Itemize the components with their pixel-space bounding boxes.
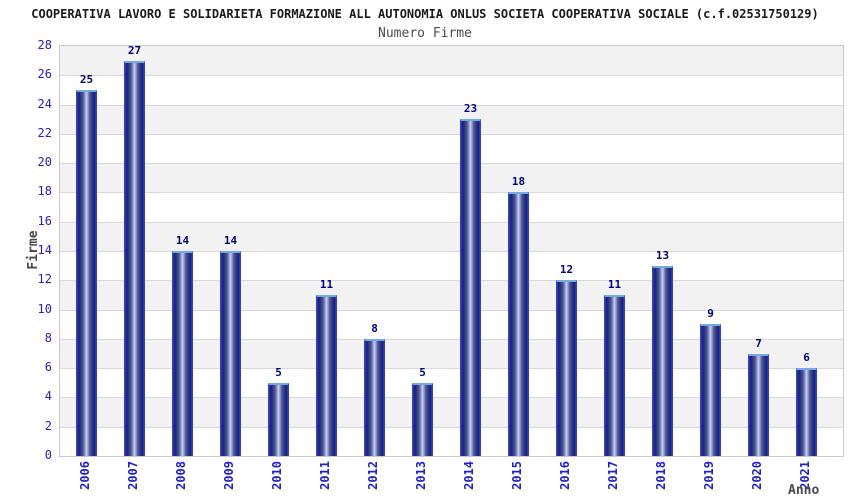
gridline bbox=[60, 368, 843, 370]
x-tick-label: 2006 bbox=[77, 461, 92, 490]
gridline bbox=[60, 251, 843, 252]
y-tick-label: 16 bbox=[37, 213, 52, 228]
bar-2007 bbox=[124, 60, 145, 456]
plot-band bbox=[60, 163, 843, 193]
bar-value-label: 14 bbox=[223, 234, 238, 247]
bar-2016 bbox=[556, 280, 577, 456]
bar-2015 bbox=[508, 192, 529, 456]
bar-value-label: 11 bbox=[607, 277, 622, 291]
x-tick-label: 2008 bbox=[173, 461, 188, 490]
y-tick-label: 6 bbox=[44, 360, 52, 375]
gridline bbox=[60, 104, 843, 106]
bar-value-label: 7 bbox=[755, 336, 762, 350]
bar-2011 bbox=[316, 294, 337, 456]
y-tick-label: 14 bbox=[37, 243, 52, 257]
y-tick-label: 8 bbox=[44, 330, 52, 345]
bar-2020 bbox=[748, 353, 769, 456]
gridline bbox=[60, 133, 843, 135]
plot-band bbox=[60, 221, 843, 251]
bar-2014 bbox=[460, 119, 481, 456]
y-tick-label: 22 bbox=[37, 125, 52, 140]
x-tick-label: 2014 bbox=[461, 461, 476, 490]
x-tick-label: 2018 bbox=[653, 461, 668, 490]
x-axis-ticks: 2006 2007 2008 2009 2010 2011 2012 2013 2014 2015… bbox=[59, 461, 842, 500]
bar-2009 bbox=[220, 251, 241, 456]
bar-value-label: 5 bbox=[275, 365, 282, 379]
x-tick-label: 2015 bbox=[509, 461, 524, 490]
y-axis-ticks: 0 2 4 6 8 10 12 14 16 18 20 22 24 26 28 bbox=[0, 38, 52, 462]
bar-2019 bbox=[700, 324, 721, 456]
bar-value-label: 11 bbox=[319, 277, 334, 291]
bar-2021 bbox=[796, 368, 817, 456]
bar-2013 bbox=[412, 382, 433, 456]
plot-band bbox=[60, 104, 843, 134]
gridline bbox=[60, 163, 843, 165]
gridline bbox=[60, 426, 843, 428]
y-tick-label: 0 bbox=[44, 448, 52, 462]
y-axis-title: Firme bbox=[26, 230, 42, 270]
y-tick-label: 24 bbox=[37, 96, 52, 111]
bar-value-label: 18 bbox=[511, 175, 526, 189]
bar-value-label: 14 bbox=[175, 234, 190, 247]
bar-value-label: 6 bbox=[803, 351, 810, 365]
bar-value-label: 5 bbox=[419, 365, 426, 379]
y-tick-label: 18 bbox=[37, 184, 52, 199]
bar-2017 bbox=[604, 294, 625, 456]
gridline bbox=[60, 221, 843, 223]
x-axis-title: Anno bbox=[788, 483, 820, 498]
chart-title: COOPERATIVA LAVORO E SOLIDARIETA FORMAZI… bbox=[31, 7, 819, 21]
bar-value-label: 13 bbox=[655, 248, 670, 262]
x-tick-label: 2012 bbox=[365, 461, 380, 490]
x-tick-label: 2016 bbox=[557, 461, 572, 490]
bar-value-label: 9 bbox=[707, 307, 714, 321]
gridline bbox=[60, 309, 843, 311]
x-tick-label: 2013 bbox=[413, 461, 428, 490]
gridline bbox=[60, 338, 843, 340]
y-tick-label: 10 bbox=[37, 301, 52, 316]
x-tick-label: 2009 bbox=[221, 461, 236, 490]
bar-2008 bbox=[172, 251, 193, 456]
bar-2018 bbox=[652, 265, 673, 456]
y-tick-label: 28 bbox=[37, 38, 52, 52]
bar-2010 bbox=[268, 382, 289, 456]
y-tick-label: 2 bbox=[44, 418, 52, 433]
x-tick-label: 2020 bbox=[749, 461, 764, 490]
plot-band bbox=[60, 46, 843, 76]
y-tick-label: 20 bbox=[37, 155, 52, 170]
bar-value-label: 27 bbox=[127, 43, 142, 57]
bar-value-label: 12 bbox=[559, 263, 574, 277]
gridline bbox=[60, 280, 843, 282]
bar-2006 bbox=[76, 89, 97, 456]
x-tick-label: 2019 bbox=[701, 461, 716, 490]
x-tick-label: 2011 bbox=[317, 461, 332, 490]
gridline bbox=[60, 192, 843, 194]
x-tick-label: 2017 bbox=[605, 461, 620, 490]
y-tick-label: 4 bbox=[44, 389, 52, 404]
plot-area: 25 27 14 14 5 11 8 5 23 18 12 11 13 9 7 6 bbox=[59, 43, 844, 457]
y-tick-label: 26 bbox=[37, 67, 52, 82]
y-tick-label: 12 bbox=[37, 272, 52, 287]
x-tick-label: 2007 bbox=[125, 461, 140, 490]
bar-value-label: 23 bbox=[463, 102, 478, 116]
bar-value-label: 25 bbox=[79, 72, 94, 86]
x-tick-label: 2010 bbox=[269, 461, 284, 490]
bar-value-label: 8 bbox=[371, 321, 378, 335]
gridline bbox=[60, 75, 843, 77]
chart-subtitle: Numero Firme bbox=[378, 26, 472, 41]
bar-2012 bbox=[364, 338, 385, 456]
gridline bbox=[60, 397, 843, 399]
